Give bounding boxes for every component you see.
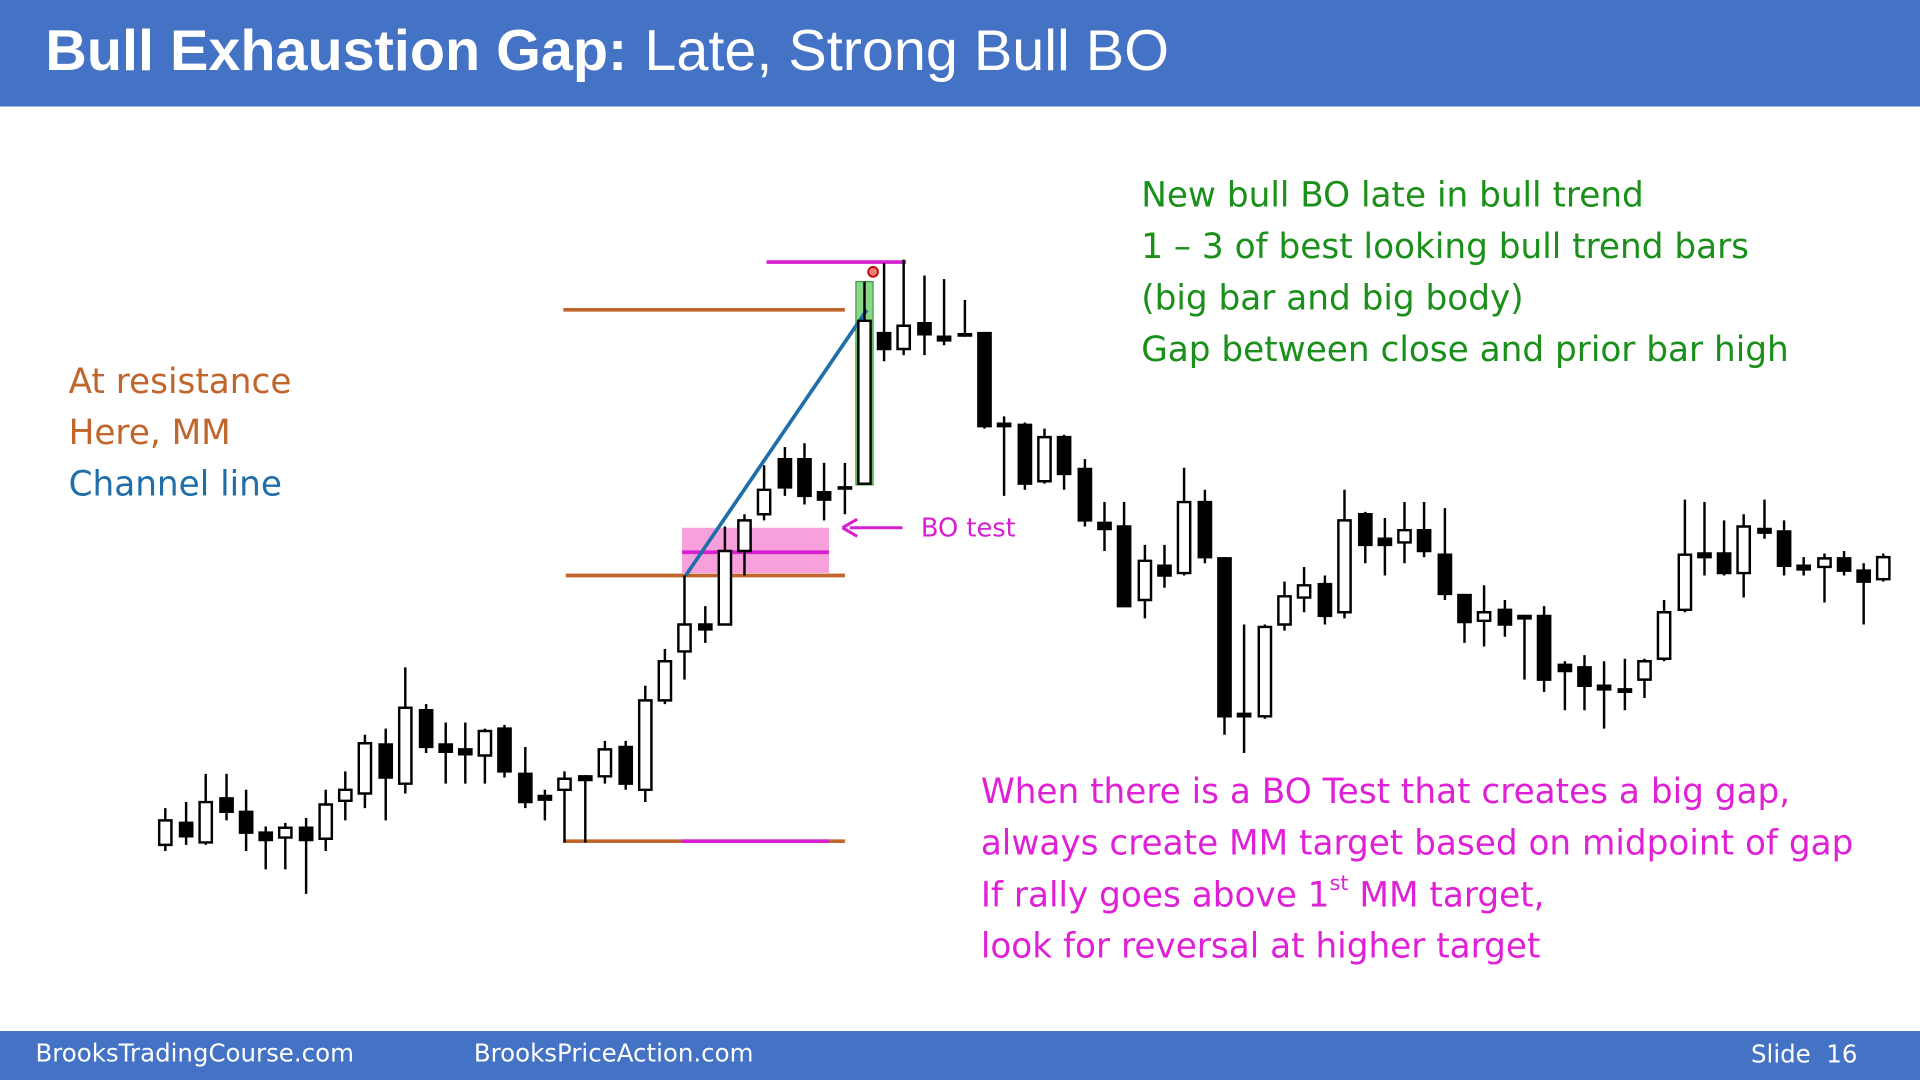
- header-bar: [0, 0, 1920, 107]
- note: At resistance: [69, 362, 292, 402]
- bo-test-label: BO test: [921, 513, 1016, 543]
- note: Here, MM: [69, 413, 231, 453]
- candlesticks: [157, 259, 1891, 894]
- note-part: MM target,: [1348, 875, 1544, 915]
- marker-dot: [867, 266, 879, 278]
- bo-test-arrowhead: [841, 517, 858, 538]
- slide-number: Slide 16: [1751, 1040, 1857, 1069]
- footer-bar: [0, 1031, 1920, 1080]
- bull-bodies: [157, 319, 1891, 847]
- green-notes: New bull BO late in bull trend 1 – 3 of …: [1141, 176, 1789, 370]
- footer-link: BrooksPriceAction.com: [474, 1038, 754, 1067]
- footer-link: BrooksTradingCourse.com: [36, 1038, 354, 1067]
- channel-line: [684, 308, 869, 577]
- note: New bull BO late in bull trend: [1141, 176, 1644, 216]
- magenta-notes: When there is a BO Test that creates a b…: [981, 772, 1854, 966]
- note: (big bar and big body): [1141, 279, 1523, 319]
- footer: BrooksTradingCourse.com BrooksPriceActio…: [36, 1038, 1858, 1068]
- note: always create MM target based on midpoin…: [981, 823, 1854, 863]
- note: Gap between close and prior bar high: [1141, 330, 1789, 370]
- superscript: st: [1329, 871, 1348, 895]
- title-bold: Bull Exhaustion Gap:: [45, 19, 627, 83]
- left-notes: At resistance Here, MM Channel line: [69, 362, 292, 505]
- slide-title: Bull Exhaustion Gap: Late, Strong Bull BO: [45, 19, 1169, 83]
- note: 1 – 3 of best looking bull trend bars: [1141, 227, 1749, 267]
- note: look for reversal at higher target: [981, 926, 1541, 966]
- note: When there is a BO Test that creates a b…: [981, 772, 1790, 812]
- note: Channel line: [69, 465, 282, 505]
- bear-bodies: [178, 322, 1872, 842]
- chart-annotations: [563, 260, 907, 844]
- note-part: If rally goes above 1: [981, 875, 1330, 915]
- note: If rally goes above 1st MM target,: [981, 871, 1545, 915]
- title-rest: Late, Strong Bull BO: [644, 19, 1169, 83]
